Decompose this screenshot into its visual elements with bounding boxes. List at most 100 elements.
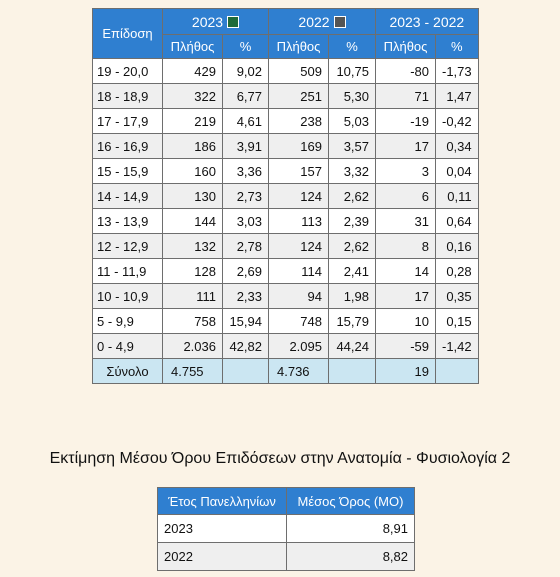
count-2023: 429 (162, 58, 223, 84)
table-row: 5 - 9,9 758 15,94 748 15,79 10 0,15 (92, 308, 479, 334)
pct-2023: 15,94 (222, 308, 269, 334)
count-diff: 8 (375, 233, 436, 259)
table-row: 0 - 4,9 2.036 42,82 2.095 44,24 -59 -1,4… (92, 333, 479, 359)
pct-2023: 3,36 (222, 158, 269, 184)
count-2022: 94 (268, 283, 329, 309)
count-2023: 219 (162, 108, 223, 134)
table-row: 14 - 14,9 130 2,73 124 2,62 6 0,11 (92, 183, 479, 209)
count-2023: 2.036 (162, 333, 223, 359)
pct-diff: 0,35 (435, 283, 479, 309)
estimate-title: Εκτίμηση Μέσου Όρου Επιδόσεων στην Ανατο… (49, 450, 511, 467)
count-2022: 509 (268, 58, 329, 84)
score-range: 16 - 16,9 (92, 133, 163, 159)
pct-diff: -0,42 (435, 108, 479, 134)
col-header-mean: Μέσος Όρος (ΜΟ) (286, 487, 415, 515)
pct-diff: 0,16 (435, 233, 479, 259)
pct-2022: 2,39 (328, 208, 376, 234)
count-diff: 6 (375, 183, 436, 209)
table-row: 11 - 11,9 128 2,69 114 2,41 14 0,28 (92, 258, 479, 284)
total-count-2022: 4.736 (268, 358, 329, 384)
pct-diff: 1,47 (435, 83, 479, 109)
score-distribution-table: Επίδοση 2023 2022 2023 - 2022 Πλήθος % Π… (92, 8, 479, 384)
count-diff: 17 (375, 133, 436, 159)
pct-2022: 3,57 (328, 133, 376, 159)
count-diff: 71 (375, 83, 436, 109)
pct-2022: 44,24 (328, 333, 376, 359)
subheader-pct-2022: % (328, 34, 376, 59)
exam-year: 2023 (157, 514, 287, 543)
pct-2022: 5,03 (328, 108, 376, 134)
count-2023: 186 (162, 133, 223, 159)
table-row: 12 - 12,9 132 2,78 124 2,62 8 0,16 (92, 233, 479, 259)
pct-diff: 0,34 (435, 133, 479, 159)
table-row: 16 - 16,9 186 3,91 169 3,57 17 0,34 (92, 133, 479, 159)
pct-2023: 4,61 (222, 108, 269, 134)
total-pct-diff-empty (435, 358, 479, 384)
count-diff: 10 (375, 308, 436, 334)
count-2022: 748 (268, 308, 329, 334)
pct-diff: 0,15 (435, 308, 479, 334)
count-2022: 251 (268, 83, 329, 109)
table-row: 19 - 20,0 429 9,02 509 10,75 -80 -1,73 (92, 58, 479, 84)
pct-2022: 2,62 (328, 183, 376, 209)
table-row: 15 - 15,9 160 3,36 157 3,32 3 0,04 (92, 158, 479, 184)
pct-2023: 6,77 (222, 83, 269, 109)
count-diff: 31 (375, 208, 436, 234)
table-row: 17 - 17,9 219 4,61 238 5,03 -19 -0,42 (92, 108, 479, 134)
table-row: 10 - 10,9 111 2,33 94 1,98 17 0,35 (92, 283, 479, 309)
year-2022-label: 2022 (298, 13, 330, 30)
score-range: 5 - 9,9 (92, 308, 163, 334)
score-range: 19 - 20,0 (92, 58, 163, 84)
count-2022: 124 (268, 183, 329, 209)
pct-2022: 1,98 (328, 283, 376, 309)
mean-estimate-table: Έτος Πανελληνίων Μέσος Όρος (ΜΟ) 2023 8,… (157, 487, 415, 571)
pct-diff: 0,64 (435, 208, 479, 234)
year-2023-label: 2023 (191, 13, 224, 30)
count-2022: 157 (268, 158, 329, 184)
score-range: 11 - 11,9 (92, 258, 163, 284)
subheader-count-2022: Πλήθος (268, 34, 329, 59)
count-2022: 169 (268, 133, 329, 159)
col-header-year-2022: 2022 (268, 8, 376, 35)
score-range: 12 - 12,9 (92, 233, 163, 259)
total-pct-2022-empty (328, 358, 376, 384)
table-row: 2022 8,82 (157, 542, 415, 571)
table-row: 2023 8,91 (157, 514, 415, 543)
count-2023: 758 (162, 308, 223, 334)
col-header-score: Επίδοση (92, 8, 163, 59)
count-2022: 2.095 (268, 333, 329, 359)
pct-2022: 3,32 (328, 158, 376, 184)
pct-diff: 0,11 (435, 183, 479, 209)
score-range: 13 - 13,9 (92, 208, 163, 234)
count-2023: 132 (162, 233, 223, 259)
count-2023: 160 (162, 158, 223, 184)
count-2023: 144 (162, 208, 223, 234)
pct-2023: 2,73 (222, 183, 269, 209)
count-2022: 114 (268, 258, 329, 284)
legend-square-2022-icon (333, 15, 346, 28)
total-count-2023: 4.755 (162, 358, 223, 384)
total-label: Σύνολο (92, 358, 163, 384)
total-pct-2023-empty (222, 358, 269, 384)
pct-2022: 2,41 (328, 258, 376, 284)
pct-2023: 9,02 (222, 58, 269, 84)
count-diff: -80 (375, 58, 436, 84)
count-2022: 124 (268, 233, 329, 259)
pct-2023: 2,69 (222, 258, 269, 284)
col-header-exam-year: Έτος Πανελληνίων (157, 487, 287, 515)
table-row: 13 - 13,9 144 3,03 113 2,39 31 0,64 (92, 208, 479, 234)
subheader-count-diff: Πλήθος (375, 34, 436, 59)
count-diff: -59 (375, 333, 436, 359)
pct-diff: 0,28 (435, 258, 479, 284)
count-2023: 111 (162, 283, 223, 309)
count-diff: 3 (375, 158, 436, 184)
pct-2022: 5,30 (328, 83, 376, 109)
col-header-diff: 2023 - 2022 (375, 8, 479, 35)
mean-value: 8,91 (286, 514, 415, 543)
pct-2023: 3,03 (222, 208, 269, 234)
count-2023: 130 (162, 183, 223, 209)
subheader-pct-diff: % (435, 34, 479, 59)
subheader-pct-2023: % (222, 34, 269, 59)
score-range: 18 - 18,9 (92, 83, 163, 109)
count-diff: 17 (375, 283, 436, 309)
